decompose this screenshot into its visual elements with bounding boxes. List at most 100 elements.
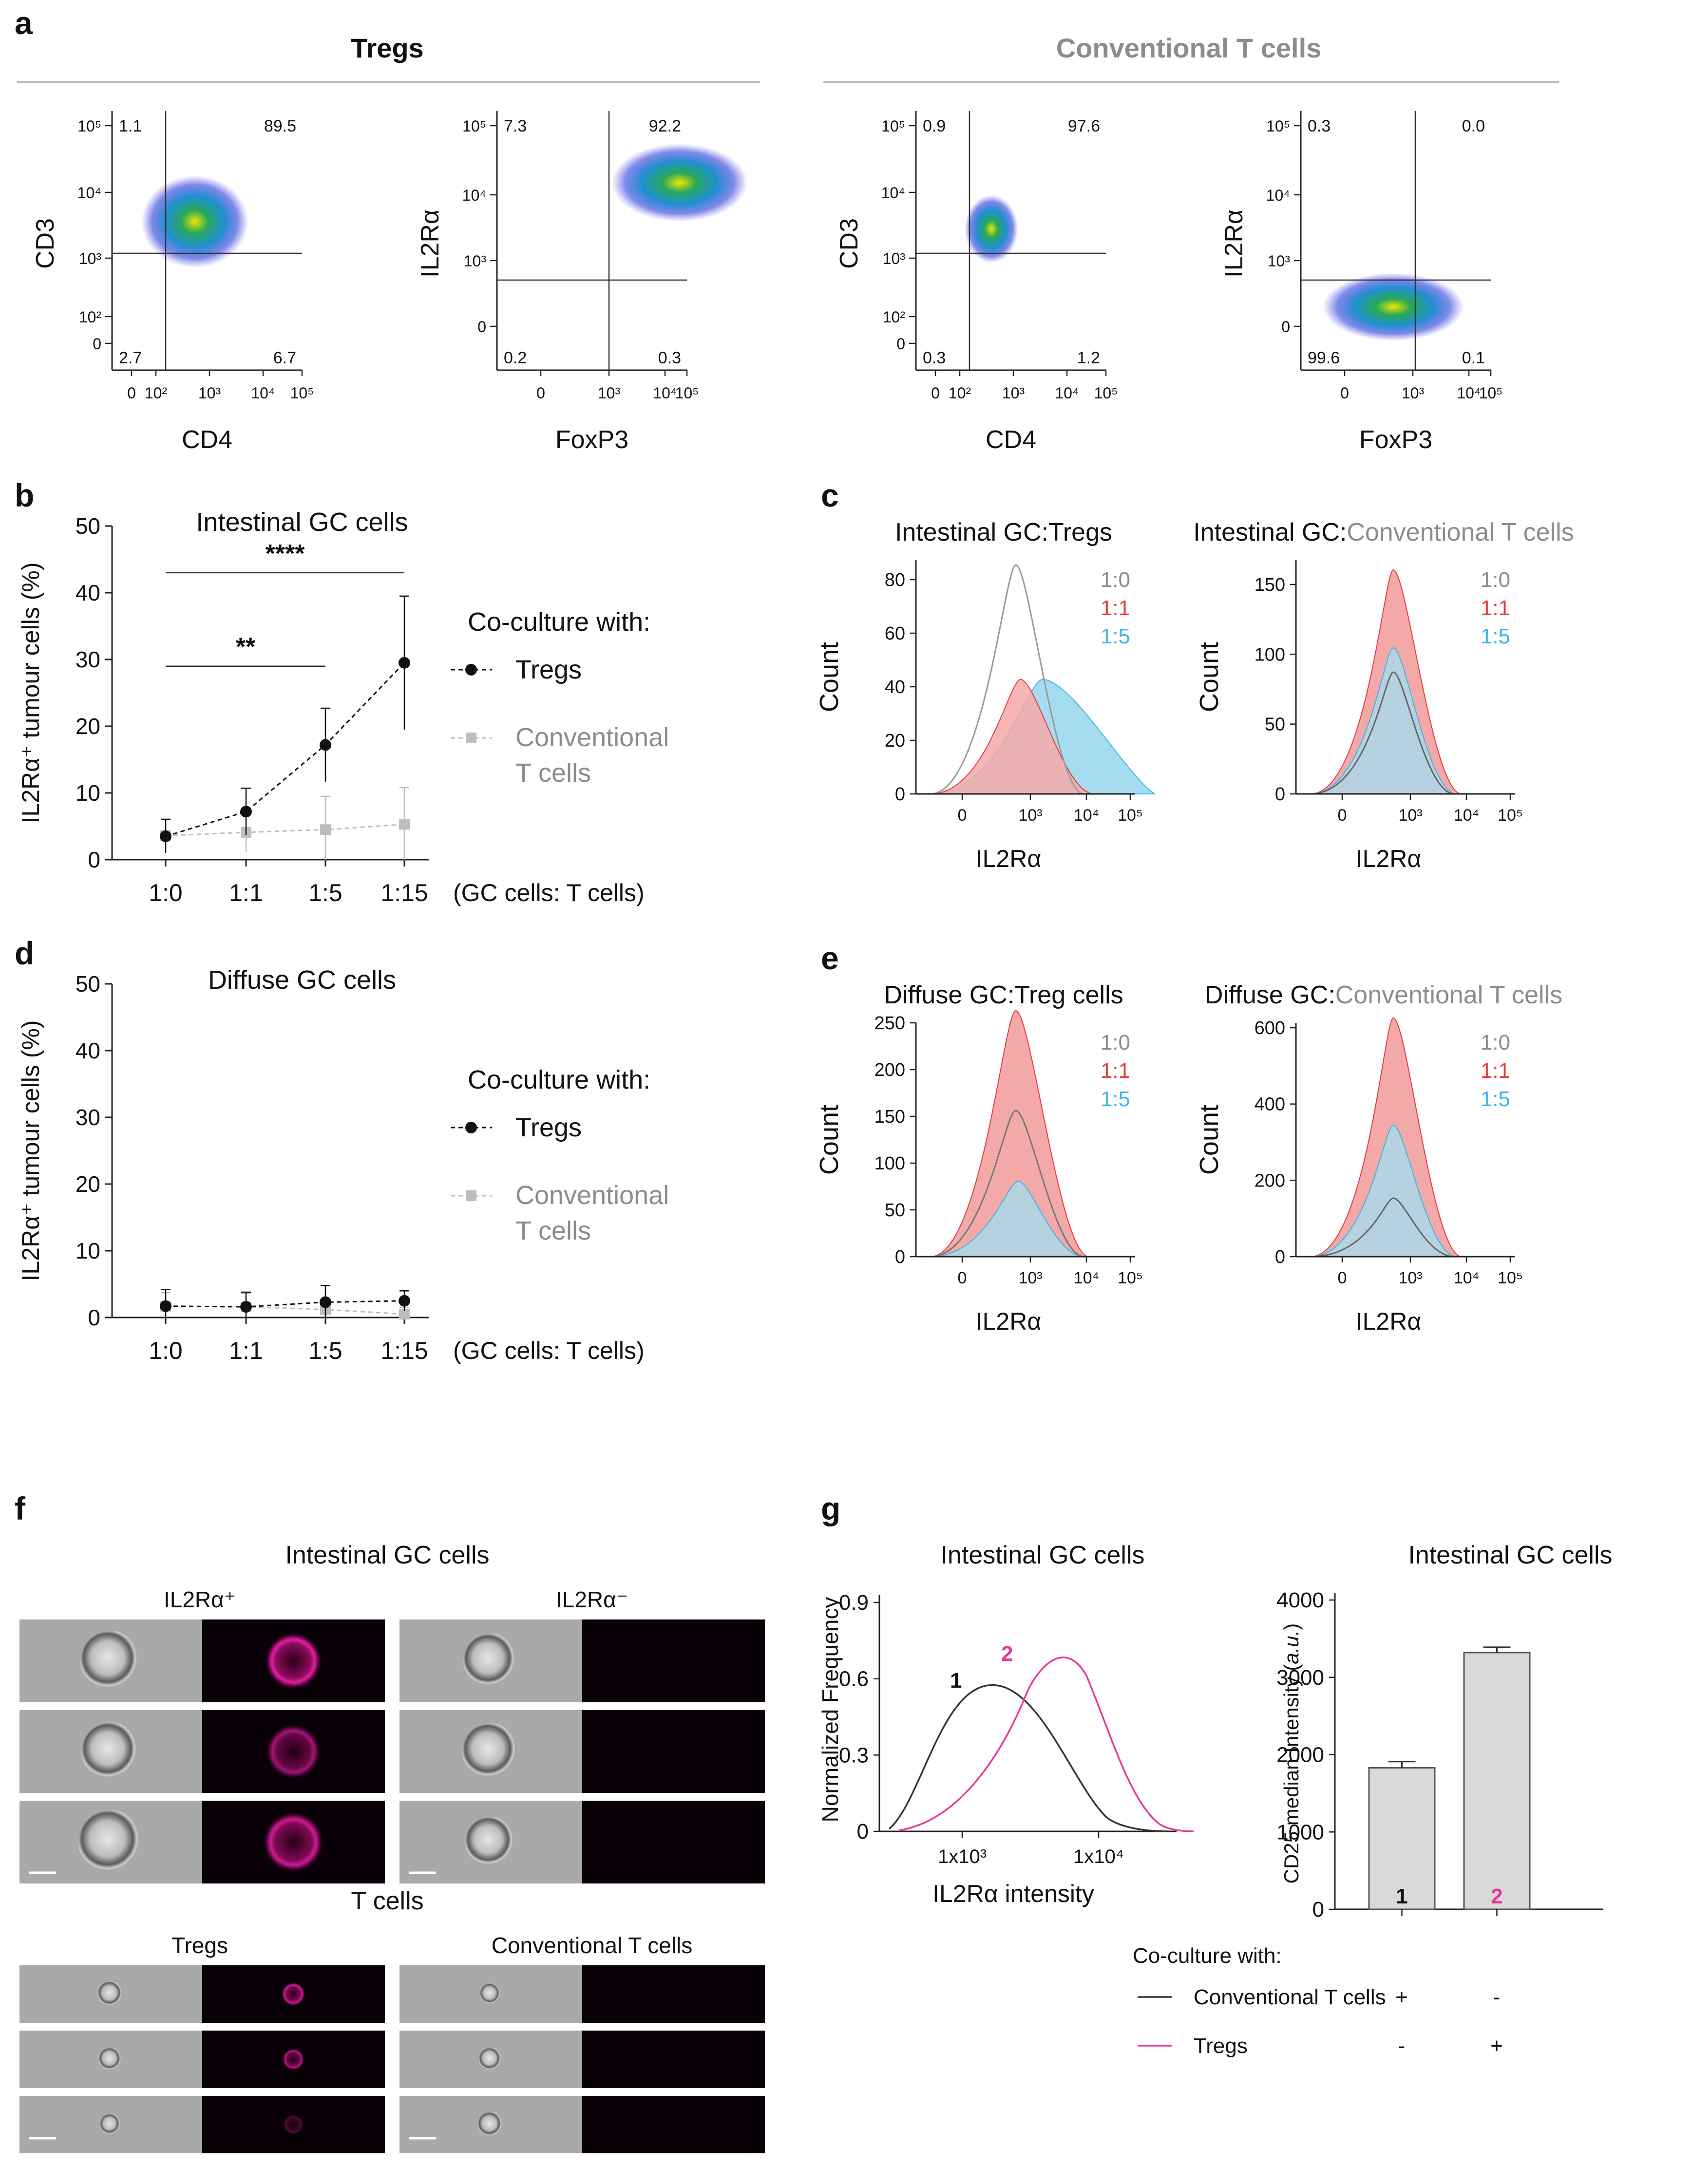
histogram-title: Diffuse GC:Conventional T cells [1205,981,1562,1009]
y-tick-label: 0 [93,335,101,353]
x-axis-label: IL2Rα [976,1308,1042,1335]
y-tick-label: 0 [896,335,905,353]
x-tick-label: 1:0 [149,1337,183,1364]
x-tick-label: 10⁴ [1454,1269,1479,1287]
data-point-tregs [399,1295,410,1307]
curve-1-5 [1310,1124,1457,1257]
x-tick-label: 10⁵ [1094,384,1118,402]
y-tick-label: 10⁴ [462,187,486,204]
curve-1-0 [930,1110,1084,1258]
cell-fluorescence [281,1982,305,2006]
y-tick-label: 0 [88,1305,100,1330]
y-axis-label: Normalized Frequency [817,1597,843,1823]
cell-brightfield [99,2048,122,2071]
series-line-conventional [165,1305,405,1315]
curve-1-0 [1310,1197,1455,1258]
curve-1-5 [930,1180,1084,1257]
panel-f: f Intestinal GC cells IL2Rα⁺ IL2Rα⁻ T cells T… [15,1490,765,2153]
legend-label-conventional: Conventional [515,1181,669,1210]
cell-brightfield [480,1983,501,2005]
fluorescence-tile [582,2096,765,2153]
data-point-tregs [160,830,171,843]
y-tick-label: 10⁵ [77,117,101,135]
fluorescence-tile [582,1801,765,1883]
y-tick-label: 2000 [1276,1743,1324,1767]
flow-density-cloud [965,195,1018,263]
ylabel-close: ) [1280,1623,1303,1630]
x-axis-label: IL2Rα [976,845,1042,872]
quadrant-lower-right: 0.1 [1462,349,1485,367]
title-part-gray: Conventional T cells [1335,981,1562,1009]
x-axis-suffix: (GC cells: T cells) [453,879,645,906]
cell-fluorescence [266,1724,321,1779]
cell-brightfield [100,2114,121,2135]
panel-letter: b [15,477,34,513]
data-point-tregs [320,739,331,751]
x-axis-label: IL2Rα intensity [932,1880,1094,1907]
x-tick-label: 10³ [1398,1269,1422,1287]
data-point-conventional [399,819,410,830]
histogram: Intestinal GC:Conventional T cells 0 50 100… [1193,518,1574,872]
y-tick-label: 20 [76,1171,100,1197]
legend-ratio-1-0: 1:0 [1101,568,1130,592]
y-tick-label: 50 [885,1200,905,1221]
histogram: Diffuse GC:Treg cells 0 50 100 150 200 250 0 10³… [815,981,1143,1335]
x-tick-label: 10⁴ [1457,384,1481,402]
y-tick-label: 40 [76,580,100,605]
cell-brightfield [98,1981,123,2007]
legend-label-tregs: Tregs [1194,2034,1248,2058]
x-tick-label: 10³ [1018,806,1042,825]
y-axis-label: Count [815,1105,844,1175]
x-tick-label: 10⁴ [1454,806,1479,825]
x-tick-label: 1:0 [149,879,183,906]
legend-marker-tregs [465,664,477,676]
y-tick-label: 10⁴ [77,184,101,202]
x-tick-label: 10⁵ [290,384,314,402]
x-tick-label: 10⁵ [1118,1269,1143,1287]
x-axis-suffix: (GC cells: T cells) [453,1337,645,1364]
bar-title: Intestinal GC cells [1408,1541,1612,1569]
significance-lower: ** [236,633,256,661]
x-axis-label: CD4 [182,426,232,454]
column-label-tregs: Tregs [171,1933,228,1958]
curve-1-label: 1 [950,1669,962,1693]
curve-1-1 [930,1010,1089,1257]
legend-ratio-1-5: 1:5 [1101,624,1130,648]
data-point-conventional [320,824,331,835]
y-tick-label: 100 [1255,644,1285,665]
panel-letter-g: g [821,1490,840,1526]
bar-1 [1368,1767,1436,1910]
y-axis-label: IL2Rα⁺ tumour cells (%) [17,563,44,824]
sign-conv-2: - [1493,1985,1501,2009]
y-tick-label: 10² [79,308,102,326]
quadrant-lower-left: 0.2 [504,349,527,367]
cell-brightfield [78,1810,143,1874]
sign-tregs-1: - [1398,2034,1406,2058]
y-axis-label: Count [1195,1105,1224,1175]
y-tick-label: 50 [76,513,100,539]
title-part-black: Intestinal GC: [1193,518,1347,546]
y-tick-label: 40 [885,677,905,697]
fluorescence-tile [582,1619,765,1702]
y-tick-label: 3000 [1276,1666,1324,1690]
panel-letter-c: c [821,477,839,513]
sign-tregs-2: + [1490,2034,1503,2058]
y-tick-label: 200 [1255,1170,1285,1191]
histogram: Intestinal GC:Tregs 0 20 40 60 80 0 10³ 10⁴ 10⁵ IL… [815,518,1157,872]
y-tick-label: 80 [885,570,905,590]
panel-c-e-histograms: Intestinal GC:Tregs 0 20 40 60 80 0 10³ 10⁴ 10⁵ IL… [815,477,1574,1335]
x-axis-label: IL2Rα [1356,1308,1422,1335]
x-tick-label: 1:15 [380,879,428,906]
x-tick-label: 0 [931,384,940,402]
x-tick-label: 10³ [198,384,221,402]
x-tick-label: 0 [536,384,545,402]
y-tick-label: 10² [883,308,906,326]
x-tick-label: 10² [145,384,168,402]
y-tick-label: 0.9 [839,1591,869,1615]
y-tick-label: 0 [857,1820,869,1844]
y-tick-label: 200 [875,1060,905,1080]
title-part-black: Diffuse GC: [1205,981,1335,1009]
y-axis-label: Count [1195,642,1224,712]
series-line-conventional [165,823,405,837]
